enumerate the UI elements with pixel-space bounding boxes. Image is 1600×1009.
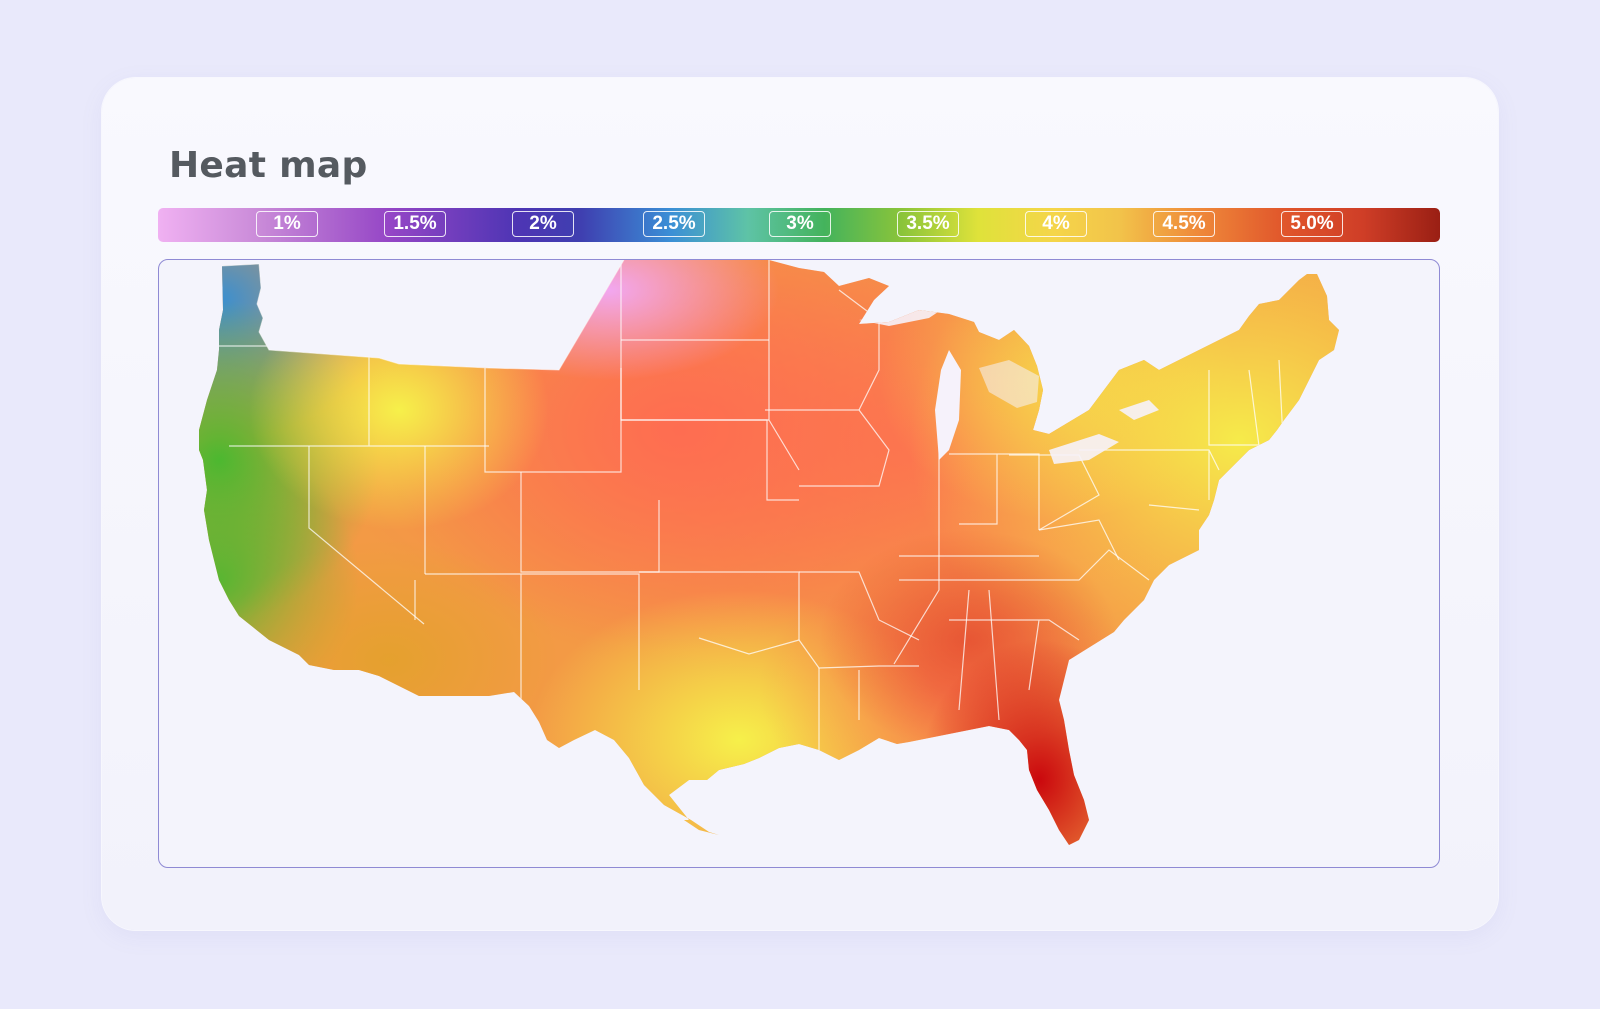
legend-tick-1-5: 1.5% — [384, 211, 446, 237]
legend-tick-2: 2% — [512, 211, 574, 237]
heat-surface — [199, 260, 1339, 845]
legend-tick-4: 4% — [1025, 211, 1087, 237]
color-scale-legend: 1% 1.5% 2% 2.5% 3% 3.5% 4% 4.5% 5.0% — [158, 208, 1440, 242]
us-heat-map — [199, 260, 1339, 845]
map-frame — [158, 259, 1440, 868]
map-outline-stroke — [221, 260, 625, 371]
legend-tick-1: 1% — [256, 211, 318, 237]
legend-tick-3: 3% — [769, 211, 831, 237]
legend-tick-5-0: 5.0% — [1281, 211, 1343, 237]
page-title: Heat map — [169, 145, 368, 186]
legend-tick-3-5: 3.5% — [897, 211, 959, 237]
legend-tick-4-5: 4.5% — [1153, 211, 1215, 237]
legend-tick-2-5: 2.5% — [643, 211, 705, 237]
great-lakes — [859, 308, 1159, 464]
